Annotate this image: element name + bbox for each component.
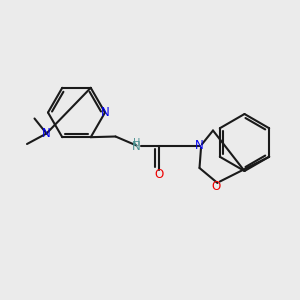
Text: N: N [42,127,51,140]
Text: N: N [195,139,204,152]
Text: N: N [100,106,109,119]
Text: N: N [132,140,141,153]
Text: O: O [154,168,164,182]
Text: H: H [134,138,141,148]
Text: O: O [212,179,221,193]
